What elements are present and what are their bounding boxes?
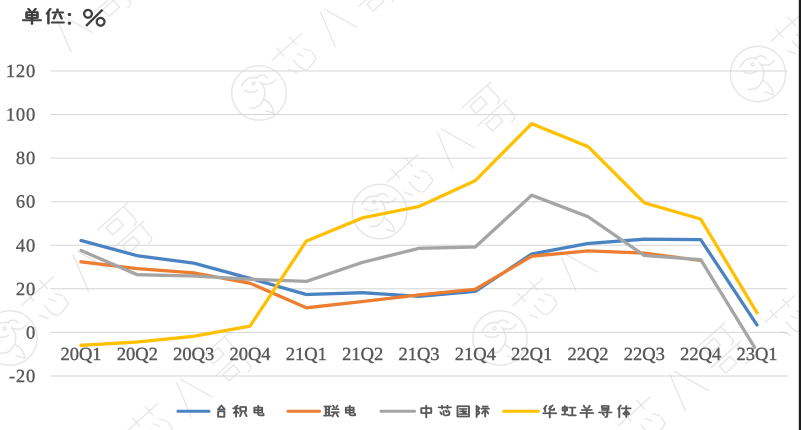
svg-text:20: 20 xyxy=(16,280,36,300)
svg-text:20Q1: 20Q1 xyxy=(60,345,101,365)
svg-text:23Q1: 23Q1 xyxy=(736,345,777,365)
svg-text:22Q3: 22Q3 xyxy=(624,345,665,365)
svg-text:20Q2: 20Q2 xyxy=(117,345,158,365)
svg-text:22Q4: 22Q4 xyxy=(680,345,721,365)
svg-text:120: 120 xyxy=(6,62,36,82)
svg-text:-20: -20 xyxy=(9,367,36,387)
svg-text:40: 40 xyxy=(16,236,36,256)
svg-text:21Q1: 21Q1 xyxy=(286,345,327,365)
svg-text:80: 80 xyxy=(16,149,36,169)
svg-text:21Q3: 21Q3 xyxy=(398,345,439,365)
svg-text:20Q3: 20Q3 xyxy=(173,345,214,365)
svg-text:100: 100 xyxy=(6,106,36,126)
svg-text:22Q2: 22Q2 xyxy=(567,345,608,365)
svg-text:20Q4: 20Q4 xyxy=(229,345,270,365)
svg-text:0: 0 xyxy=(26,323,36,343)
svg-text:21Q2: 21Q2 xyxy=(342,345,383,365)
svg-text:60: 60 xyxy=(16,193,36,213)
svg-text:21Q4: 21Q4 xyxy=(455,345,496,365)
svg-text:22Q1: 22Q1 xyxy=(511,345,552,365)
